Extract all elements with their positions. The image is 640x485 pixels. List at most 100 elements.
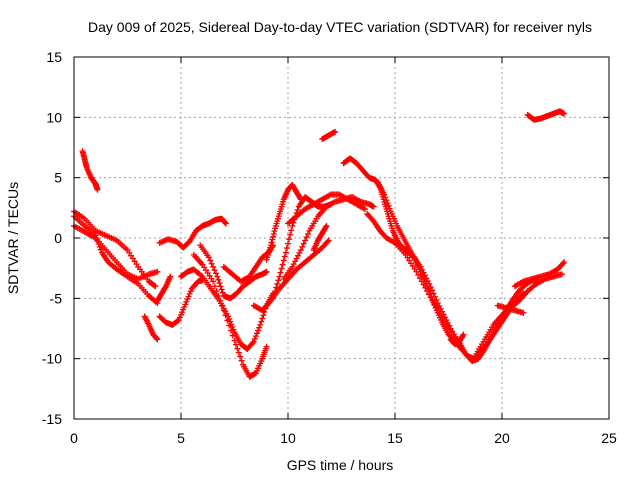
data-point bbox=[231, 337, 238, 344]
data-point bbox=[280, 257, 287, 264]
data-series-27 bbox=[511, 259, 568, 290]
data-point bbox=[277, 269, 284, 276]
data-point bbox=[289, 222, 296, 229]
data-series-19 bbox=[319, 128, 339, 143]
data-point bbox=[276, 273, 283, 280]
data-point bbox=[211, 267, 218, 274]
data-point bbox=[370, 203, 377, 210]
data-point bbox=[383, 197, 390, 204]
data-point bbox=[415, 272, 422, 279]
data-point bbox=[433, 304, 440, 311]
data-point bbox=[222, 220, 229, 227]
data-series-1 bbox=[79, 148, 101, 193]
data-point bbox=[422, 284, 429, 291]
y-tick-label: 15 bbox=[46, 49, 62, 65]
data-point bbox=[222, 312, 229, 319]
data-point bbox=[304, 230, 311, 237]
data-point bbox=[234, 345, 241, 352]
data-point bbox=[385, 202, 392, 209]
data-series-5 bbox=[141, 313, 161, 343]
data-point bbox=[382, 194, 389, 201]
data-point bbox=[297, 247, 304, 254]
data-point bbox=[238, 357, 245, 364]
data-point bbox=[285, 240, 291, 247]
data-point bbox=[214, 273, 221, 280]
plot-frame bbox=[73, 56, 610, 420]
grid-lines bbox=[74, 57, 609, 419]
data-point bbox=[273, 284, 280, 291]
data-point bbox=[300, 240, 307, 247]
data-point bbox=[420, 281, 427, 288]
data-point bbox=[211, 283, 218, 290]
y-axis-label: SDTVAR / TECUs bbox=[5, 182, 21, 294]
data-point bbox=[281, 253, 288, 260]
x-tick-label: 5 bbox=[177, 430, 185, 446]
data-point bbox=[257, 321, 264, 328]
data-point bbox=[418, 278, 425, 285]
data-point bbox=[215, 292, 222, 299]
data-series-26 bbox=[494, 302, 527, 316]
data-point bbox=[293, 255, 300, 262]
data-point bbox=[286, 236, 293, 243]
data-series-2 bbox=[71, 208, 159, 290]
data-point bbox=[271, 228, 278, 235]
data-point bbox=[251, 335, 258, 342]
data-point bbox=[520, 309, 527, 316]
data-point bbox=[288, 227, 295, 234]
y-tick-label: -5 bbox=[50, 290, 63, 306]
x-tick-label: 25 bbox=[601, 430, 617, 446]
data-series-11 bbox=[197, 242, 270, 302]
data-point bbox=[216, 280, 223, 287]
data-point bbox=[429, 287, 436, 294]
data-point bbox=[215, 276, 222, 283]
data-point bbox=[250, 338, 257, 345]
data-point bbox=[561, 110, 568, 117]
data-point bbox=[381, 191, 388, 198]
data-point bbox=[263, 343, 270, 350]
data-point bbox=[271, 291, 278, 298]
data-point bbox=[325, 237, 332, 244]
data-point bbox=[324, 238, 331, 245]
data-point bbox=[416, 275, 423, 282]
y-tick-label: -10 bbox=[42, 351, 62, 367]
data-series-18 bbox=[310, 222, 330, 254]
data-point bbox=[558, 271, 565, 278]
data-series-15 bbox=[263, 181, 304, 263]
data-point bbox=[386, 205, 393, 212]
data-point bbox=[252, 333, 259, 340]
data-point bbox=[229, 332, 236, 339]
data-point bbox=[559, 260, 566, 267]
data-point bbox=[270, 295, 277, 302]
data-point bbox=[174, 317, 181, 324]
data-point bbox=[303, 234, 310, 241]
data-point bbox=[323, 222, 330, 229]
data-point bbox=[219, 289, 226, 296]
data-point bbox=[207, 257, 214, 264]
data-series-12 bbox=[220, 242, 277, 285]
data-series-10 bbox=[190, 251, 270, 380]
data-point bbox=[459, 332, 466, 339]
data-point bbox=[154, 336, 161, 343]
data-point bbox=[278, 265, 285, 272]
data-series-28 bbox=[524, 108, 568, 123]
data-series-4 bbox=[71, 222, 161, 283]
x-tick-label: 20 bbox=[494, 430, 510, 446]
data-point bbox=[290, 261, 297, 268]
data-point bbox=[167, 273, 174, 280]
x-tick-label: 10 bbox=[280, 430, 296, 446]
data-point bbox=[255, 327, 262, 334]
data-point bbox=[274, 280, 281, 287]
data-point bbox=[294, 206, 301, 213]
data-point bbox=[282, 249, 289, 256]
y-tick-label: 10 bbox=[46, 109, 62, 125]
data-point bbox=[219, 302, 226, 309]
data-point bbox=[561, 259, 568, 266]
data-point bbox=[272, 288, 279, 295]
data-point bbox=[217, 283, 224, 290]
data-point bbox=[283, 245, 290, 252]
data-point bbox=[205, 254, 212, 261]
data-point bbox=[362, 206, 369, 213]
data-point bbox=[210, 278, 217, 285]
